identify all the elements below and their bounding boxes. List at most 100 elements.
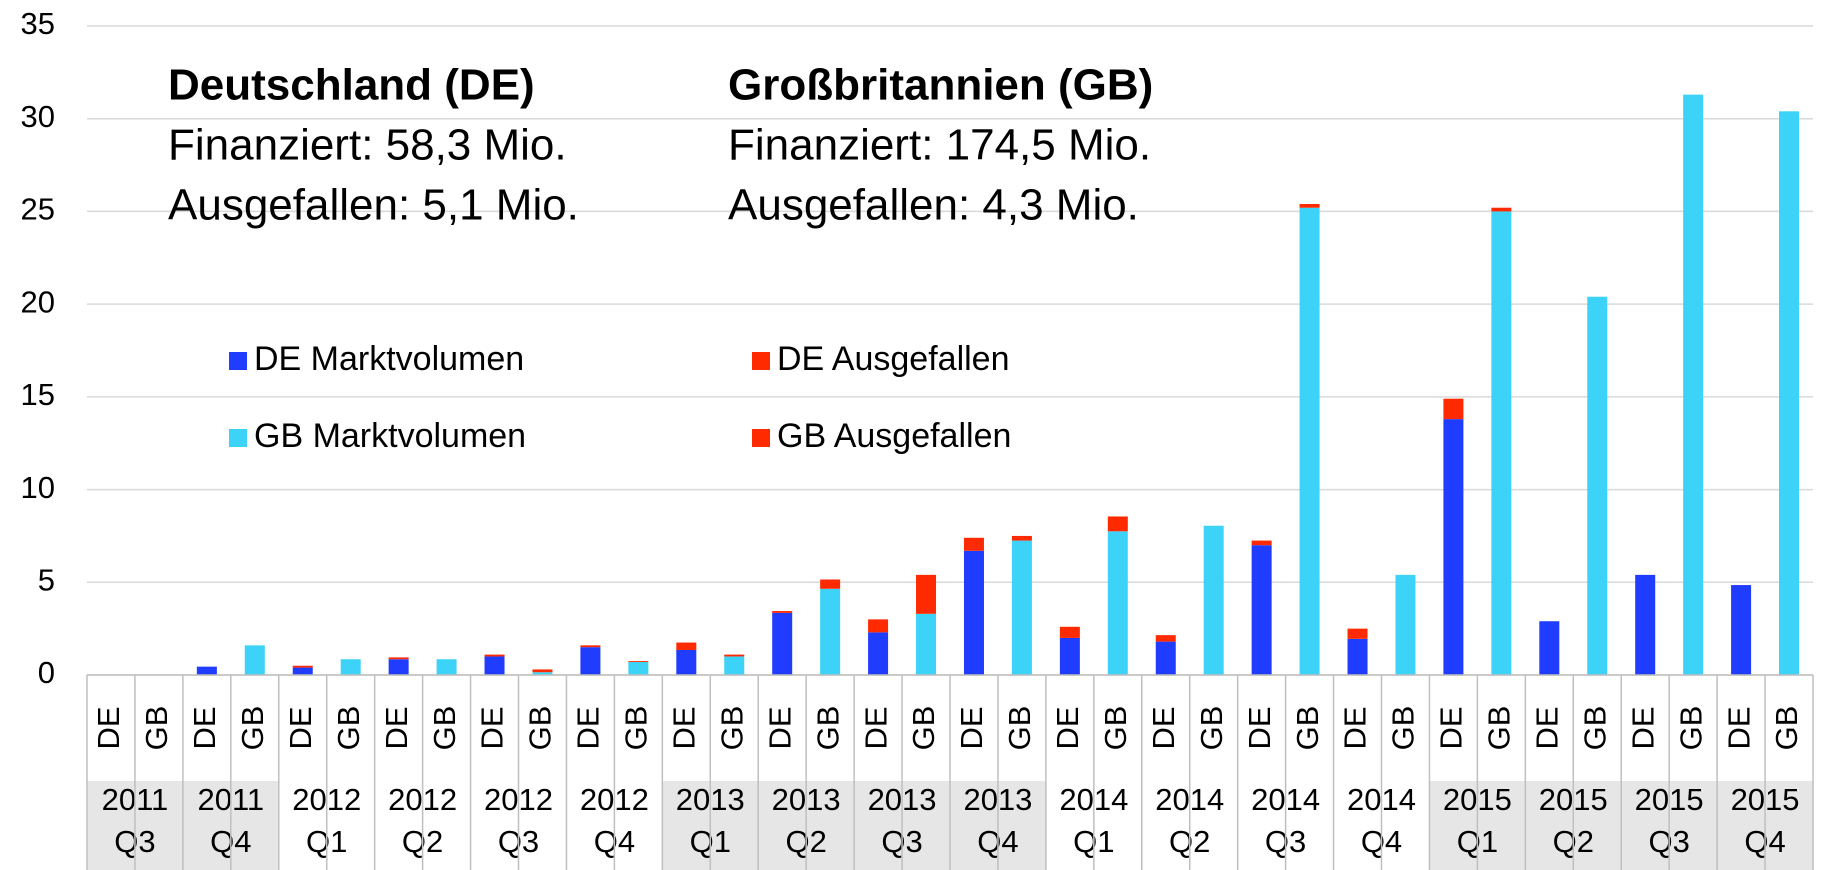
x-tick-label: DE [91, 706, 126, 749]
x-tick-label: GB [523, 706, 558, 751]
bar-segment [1587, 296, 1608, 675]
bar-segment [340, 659, 361, 675]
y-tick-label: 10 [21, 470, 55, 505]
annotation: Finanziert: 174,5 Mio. [728, 121, 1151, 170]
x-tick-label: DE [1242, 706, 1277, 749]
y-tick-label: 30 [21, 99, 55, 134]
bar-segment [676, 642, 697, 650]
x-tick-label: DE [379, 706, 414, 749]
x-tick-label: DE [666, 706, 701, 749]
bar-segment [1443, 419, 1464, 675]
bar-segment [772, 612, 793, 675]
x-tick-label: GB [1386, 706, 1421, 751]
annotation: Deutschland (DE) [168, 61, 535, 110]
bar-segment [1203, 525, 1224, 675]
x-tick-label: DE [1338, 706, 1373, 749]
y-tick-label: 35 [21, 6, 55, 41]
annotation: Ausgefallen: 5,1 Mio. [168, 181, 579, 230]
x-tick-label: GB [1482, 706, 1517, 751]
x-tick-label: GB [906, 706, 941, 751]
bar-segment [1155, 635, 1176, 642]
bar-segment [292, 665, 313, 668]
x-tick-label: DE [1434, 706, 1469, 749]
bar-segment [820, 579, 841, 589]
bar-segment [244, 645, 265, 675]
annotation: Finanziert: 58,3 Mio. [168, 121, 567, 170]
bar-segment [724, 656, 745, 675]
bar-segment [1347, 638, 1368, 675]
x-tick-label: GB [1002, 706, 1037, 751]
bar-segment [1491, 211, 1512, 675]
bar-segment [196, 666, 217, 675]
bar-segment [1107, 531, 1128, 675]
y-tick-label: 25 [21, 192, 55, 227]
bar-segment [1683, 94, 1704, 675]
bar-segment [916, 574, 937, 614]
bar-segment [868, 632, 889, 675]
bar-segment [628, 662, 649, 675]
annotation: Großbritannien (GB) [728, 61, 1153, 110]
x-tick-label: DE [858, 706, 893, 749]
x-tick-label: DE [187, 706, 222, 749]
x-tick-label: DE [954, 706, 989, 749]
bar-segment [628, 661, 649, 663]
bar-segment [1011, 540, 1032, 675]
x-tick-label: DE [1529, 706, 1564, 749]
annotation: Ausgefallen: 4,3 Mio. [728, 181, 1139, 230]
bar-segment [484, 656, 505, 675]
bar-segment [1779, 111, 1800, 676]
bar-segment [1635, 574, 1656, 675]
bar-segment [1059, 626, 1080, 638]
bar-segment [820, 588, 841, 675]
bar-segment [1011, 535, 1032, 541]
bar-segment [580, 645, 601, 648]
x-tick-label: DE [1625, 706, 1660, 749]
x-tick-label: GB [1577, 706, 1612, 751]
bar-segment [1251, 540, 1272, 546]
y-tick-label: 15 [21, 377, 55, 412]
bar-segment [388, 657, 409, 660]
bar-segment [1395, 574, 1416, 675]
bar-segment [1731, 585, 1752, 675]
legend-swatch [752, 352, 770, 370]
x-tick-label: DE [1050, 706, 1085, 749]
bar-segment [1539, 621, 1560, 675]
legend-label: GB Ausgefallen [777, 417, 1011, 455]
legend-swatch [229, 352, 247, 370]
x-tick-label: GB [1673, 706, 1708, 751]
bar-segment [436, 659, 457, 675]
bar-segment [676, 649, 697, 675]
bar-segment [1155, 641, 1176, 675]
bar-segment [963, 537, 984, 551]
x-tick-label: DE [283, 706, 318, 749]
bar-segment [724, 654, 745, 657]
x-tick-label: GB [139, 706, 174, 751]
bar-segment [916, 613, 937, 675]
bar-segment [1491, 207, 1512, 212]
bar-segment [484, 654, 505, 657]
bar-segment [532, 669, 553, 673]
bar-segment [1299, 204, 1320, 208]
legend-label: DE Marktvolumen [254, 340, 524, 378]
x-tick-label: GB [1290, 706, 1325, 751]
bar-segment [1251, 545, 1272, 675]
x-tick-label: GB [810, 706, 845, 751]
bar-segment [292, 667, 313, 675]
legend-label: DE Ausgefallen [777, 340, 1010, 378]
bar-segment [1299, 207, 1320, 675]
x-tick-label: GB [427, 706, 462, 751]
x-tick-label: DE [571, 706, 606, 749]
x-tick-label: GB [235, 706, 270, 751]
x-tick-label: GB [714, 706, 749, 751]
x-tick-label: GB [1769, 706, 1804, 751]
legend-label: GB Marktvolumen [254, 417, 526, 455]
x-tick-label: DE [475, 706, 510, 749]
x-tick-label: DE [762, 706, 797, 749]
bar-segment [1443, 398, 1464, 420]
x-tick-label: GB [1098, 706, 1133, 751]
x-tick-label: GB [619, 706, 654, 751]
x-tick-label: GB [331, 706, 366, 751]
bar-segment [1347, 628, 1368, 639]
bar-segment [1107, 516, 1128, 532]
